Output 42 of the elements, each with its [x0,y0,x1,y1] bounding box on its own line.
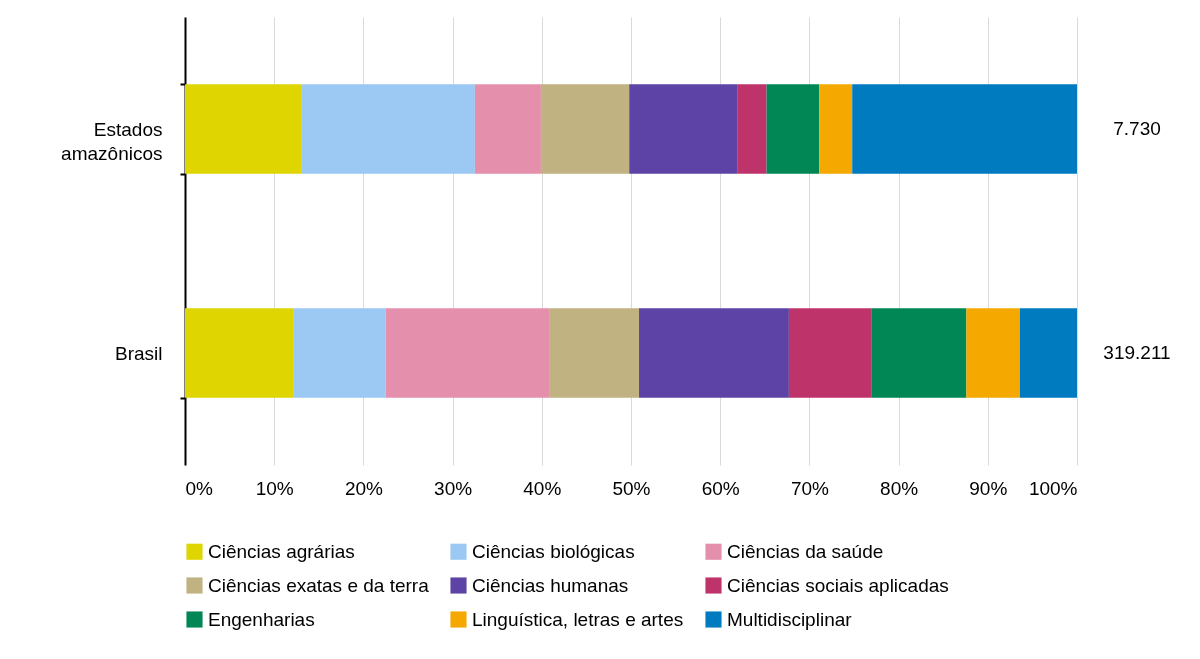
legend-label: Ciências da saúde [727,540,884,562]
x-tick-label: 40% [523,477,562,499]
legend-label: Multidisciplinar [727,608,853,630]
bar [549,308,640,398]
legend-label: Ciências sociais aplicadas [727,574,949,596]
bar [540,84,630,174]
x-tick-label: 100% [1028,477,1078,499]
bar [966,308,1020,398]
y-tick-label: Brasil [114,342,163,364]
bar [185,308,294,398]
legend-label: Ciências agrárias [208,540,355,562]
x-tick-label: 0% [185,477,214,499]
bar [185,84,302,174]
bar [819,84,853,174]
bar [1019,308,1077,398]
x-tick-label: 20% [344,477,384,499]
annotation: 7.730 [1113,118,1161,139]
x-tick-label: 30% [434,477,473,499]
x-tick-label: 60% [701,477,740,499]
bar [301,84,475,174]
legend-label: Ciências humanas [472,574,629,596]
bar [871,308,967,398]
bar [385,308,550,398]
bar [629,84,738,174]
x-tick-label: 10% [255,477,294,499]
bar [788,308,872,398]
bar [474,84,541,174]
x-tick-label: 70% [790,477,830,499]
annotation: 319.211 [1103,342,1171,363]
x-tick-label: 90% [969,477,1008,499]
legend-label: Ciências exatas e da terra [208,574,430,596]
x-tick-label: 50% [612,477,651,499]
y-tick-label: Estados amazônicos [61,118,163,164]
legend-label: Ciências biológicas [472,540,635,562]
bar [639,308,789,398]
bar [293,308,386,398]
legend-label: Engenharias [208,608,315,630]
bar [766,84,820,174]
bar [852,84,1077,174]
x-tick-label: 80% [880,477,919,499]
legend-label: Linguística, letras e artes [472,608,684,630]
bar [737,84,767,174]
